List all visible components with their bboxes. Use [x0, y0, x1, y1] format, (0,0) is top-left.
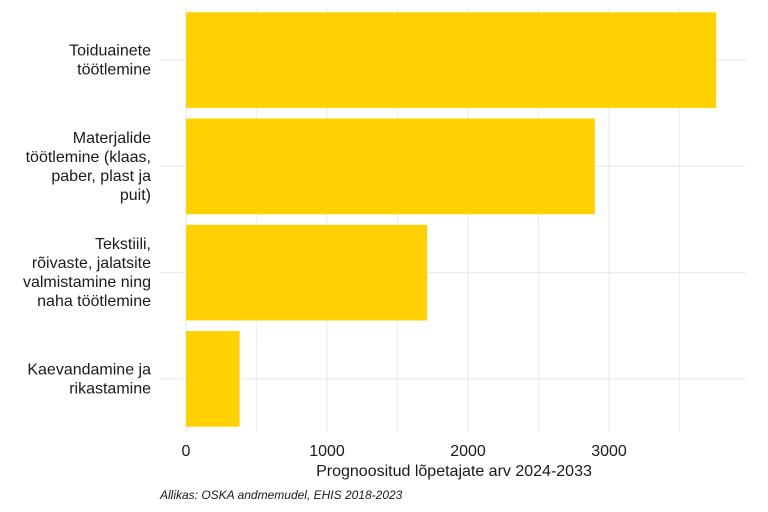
- x-axis-title: Prognoositud lõpetajate arv 2024-2033: [316, 463, 592, 480]
- x-tick-label: 1000: [309, 443, 345, 460]
- category-label: Toiduainete töötlemine: [69, 43, 151, 79]
- category-label-line: töötlemine: [77, 62, 151, 79]
- category-label-line: naha töötlemine: [37, 293, 151, 310]
- bars: [186, 12, 717, 427]
- category-label: Kaevandamine ja rikastamine: [27, 361, 151, 397]
- category-label-line: rikastamine: [69, 380, 151, 397]
- bar: [186, 12, 717, 108]
- category-label-line: puit): [120, 187, 151, 204]
- category-label-line: valmistamine ning: [23, 274, 151, 291]
- x-tick-labels: 0 1000 2000 3000: [182, 443, 627, 460]
- category-label-line: Tekstiili,: [95, 236, 151, 253]
- bar: [186, 118, 595, 215]
- category-label-line: Kaevandamine ja: [27, 361, 151, 378]
- category-label-line: Toiduainete: [69, 43, 151, 60]
- x-tick-label: 0: [182, 443, 191, 460]
- x-tick-label: 3000: [591, 443, 627, 460]
- category-label-line: Materjalide: [73, 130, 151, 147]
- bar: [186, 331, 240, 427]
- category-labels: Toiduainete töötlemine Materjalide töötlemi…: [23, 43, 151, 398]
- category-label: Tekstiili, rõivaste, jalatsite valmistamin…: [23, 236, 151, 310]
- category-label-line: rõivaste, jalatsite: [32, 255, 151, 272]
- category-label-line: paber, plast ja: [51, 168, 151, 185]
- category-label-line: töötlemine (klaas,: [26, 149, 151, 166]
- x-tick-label: 2000: [450, 443, 486, 460]
- bar: [186, 224, 428, 321]
- category-label: Materjalide töötlemine (klaas, paber, plas…: [26, 130, 151, 204]
- source-caption: Allikas: OSKA andmemudel, EHIS 2018-2023: [160, 488, 403, 502]
